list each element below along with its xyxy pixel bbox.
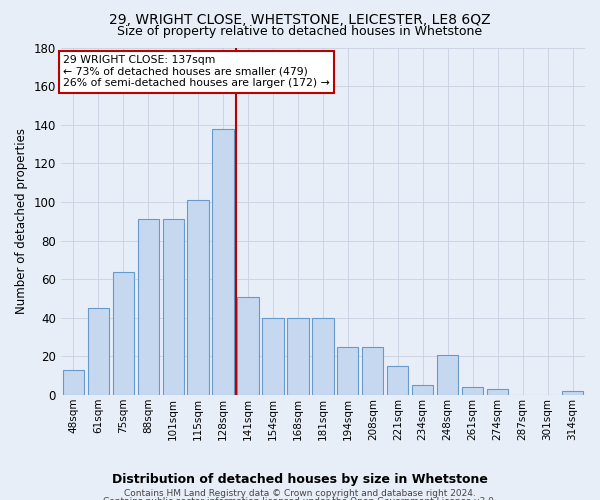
Bar	[137, 220, 159, 395]
Bar	[562, 391, 583, 395]
Bar	[287, 318, 308, 395]
Bar	[238, 296, 259, 395]
Text: Distribution of detached houses by size in Whetstone: Distribution of detached houses by size …	[112, 472, 488, 486]
Bar	[462, 388, 483, 395]
Bar	[312, 318, 334, 395]
Bar	[387, 366, 409, 395]
Bar	[487, 390, 508, 395]
Bar	[163, 220, 184, 395]
Bar	[337, 347, 358, 395]
Bar	[113, 272, 134, 395]
Text: 29 WRIGHT CLOSE: 137sqm
← 73% of detached houses are smaller (479)
26% of semi-d: 29 WRIGHT CLOSE: 137sqm ← 73% of detache…	[63, 55, 330, 88]
Text: 29, WRIGHT CLOSE, WHETSTONE, LEICESTER, LE8 6QZ: 29, WRIGHT CLOSE, WHETSTONE, LEICESTER, …	[109, 12, 491, 26]
Bar	[187, 200, 209, 395]
Text: Contains HM Land Registry data © Crown copyright and database right 2024.: Contains HM Land Registry data © Crown c…	[124, 489, 476, 498]
Bar	[362, 347, 383, 395]
Bar	[62, 370, 84, 395]
Bar	[212, 128, 233, 395]
Bar	[437, 354, 458, 395]
Bar	[88, 308, 109, 395]
Text: Contains public sector information licensed under the Open Government Licence v3: Contains public sector information licen…	[103, 496, 497, 500]
Bar	[412, 386, 433, 395]
Text: Size of property relative to detached houses in Whetstone: Size of property relative to detached ho…	[118, 25, 482, 38]
Bar	[262, 318, 284, 395]
Y-axis label: Number of detached properties: Number of detached properties	[15, 128, 28, 314]
